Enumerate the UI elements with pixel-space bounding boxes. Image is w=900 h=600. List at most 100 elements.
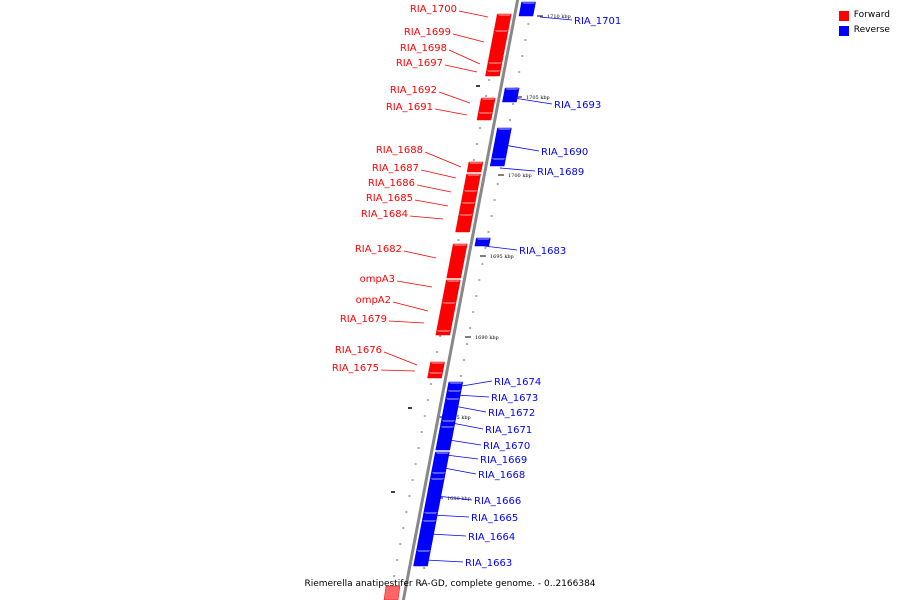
gene-shade [478,112,493,114]
forward-gene [428,361,445,373]
gene-label-forward: RIA_1685 [366,193,413,204]
gene-leader [445,454,479,460]
gene-shade [442,302,457,304]
gene-leader [431,514,470,518]
gene-shade [521,2,536,4]
forward-gene [436,301,457,331]
forward-gene [493,13,512,33]
gene-shade [416,550,431,552]
gene-shade [447,390,462,392]
reverse-gene [435,425,455,451]
gene-shade [488,62,503,64]
gene-leader [436,495,473,501]
forward-gene [441,279,461,303]
gene-label-forward: RIA_1682 [355,244,402,255]
gene-body [518,1,536,17]
legend-reverse-swatch [838,25,849,36]
forward-gene [463,173,481,191]
gene-label-forward: RIA_1692 [390,85,437,96]
gene-leader [444,64,478,73]
gene-shade [428,372,443,374]
gene-label-forward: RIA_1698 [400,43,447,54]
gene-body [441,279,461,303]
partial-forward-gene [383,585,401,600]
kbp-marker: 1695 kbp [490,254,514,260]
gene-leader [414,199,449,207]
gene-label-forward: RIA_1691 [386,102,433,113]
forward-gene [485,69,501,77]
legend-forward-swatch [838,10,849,21]
legend-forward-label: Forward [853,10,890,20]
gene-leader [380,369,416,372]
gene-label-reverse: RIA_1670 [483,441,530,452]
gene-body [493,13,512,33]
gene-body [474,237,491,247]
reverse-gene [502,87,520,103]
gene-shade [476,238,491,240]
gene-shade [436,330,451,332]
gene-label-reverse: RIA_1673 [491,393,538,404]
gene-body [427,371,444,379]
gene-leader [388,320,425,324]
forward-gene [487,29,509,63]
forward-gene [427,371,444,379]
gene-leader [420,169,457,179]
gene-shade [430,478,445,480]
gene-leader [455,394,490,398]
kbp-marker: 1680 kbp [447,496,471,502]
kbp-marker: 1710 kbp [547,14,571,20]
gene-leader [499,167,536,172]
gene-body [476,111,493,121]
gene-shade [446,280,461,282]
gene-body [466,161,484,173]
forward-gene [478,97,496,113]
gene-shade [441,420,456,422]
label-layer: RIA_1700 RIA_1699 RIA_1698 RIA_1697 RIA_1692… [332,4,621,569]
gene-body [491,127,512,159]
genome-caption: Riemerella anatipestifer RA-GD, complete… [304,579,596,589]
gene-leader [438,91,471,104]
gene-leader [503,144,540,152]
gene-body [478,97,496,113]
legend-forward: Forward [838,8,890,23]
gene-leader [434,108,468,116]
gene-body [463,173,481,191]
gene-shade [453,244,468,246]
reverse-gene [518,1,536,17]
gene-leader [451,422,484,430]
gene-leader [539,16,573,21]
legend: Forward Reverse [838,8,890,38]
reverse-gene [491,127,512,159]
gene-label-reverse: RIA_1701 [574,16,621,27]
kbp-marker: 1705 kbp [526,95,550,101]
forward-gene [476,111,493,121]
gene-label-reverse: RIA_1689 [537,167,584,178]
gene-shade [431,472,446,474]
gene-body [455,213,474,233]
reverse-gene [422,511,439,521]
gene-leader [513,97,553,105]
forward-gene [435,329,452,336]
gene-leader [383,351,418,366]
gene-leader [448,49,481,65]
gene-label-forward: ompA3 [360,274,395,285]
gene-leader [429,533,467,537]
gene-shade [491,158,506,160]
gene-label-reverse: RIA_1665 [471,513,518,524]
reverse-gene [489,157,507,167]
gene-body [502,87,520,103]
gene-leader [416,184,452,193]
gene-shade [468,162,483,164]
gene-shade [486,70,501,72]
reverse-gene [446,381,464,391]
gene-shade [458,214,473,216]
gene-leader [392,301,429,312]
gene-shade [494,30,509,32]
gene-label-reverse: RIA_1668 [478,470,525,481]
gene-body [435,329,452,336]
gene-shade [481,98,496,100]
kbp-marker: 1685 kbp [447,415,471,421]
gene-leader [455,380,493,388]
gene-body [485,69,501,77]
